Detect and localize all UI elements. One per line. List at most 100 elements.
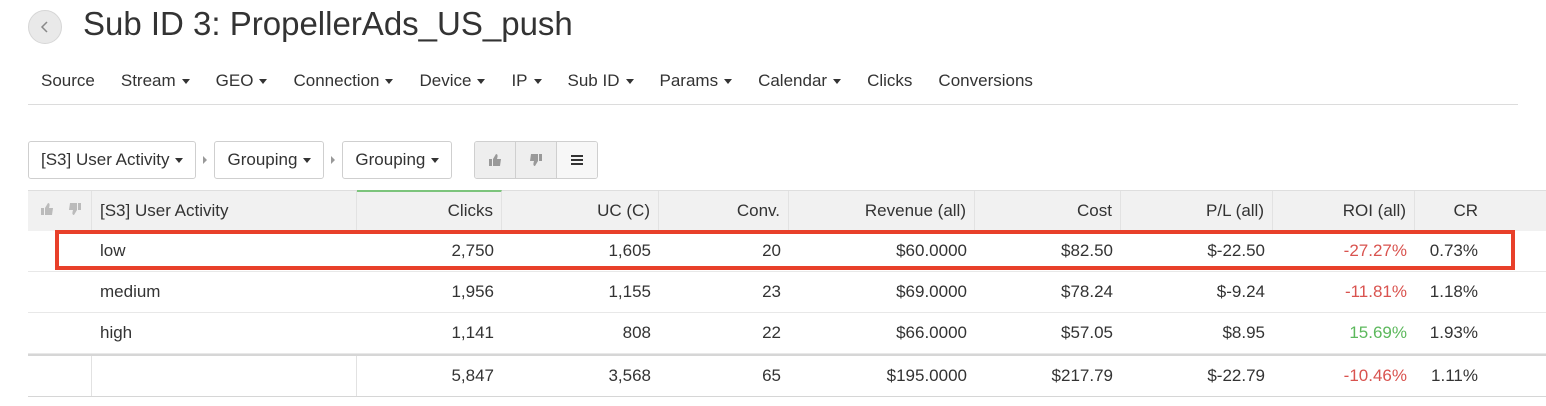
totals-row[interactable]: 5,847 3,568 65 $195.0000 $217.79 $-22.79 -10.4… [28,354,1546,397]
grouping-dropdown-label: Grouping [227,150,298,169]
cell-clicks: 1,141 [451,323,494,342]
header-uc[interactable]: UC (C) [502,191,659,231]
header-clicks[interactable]: Clicks [357,190,502,230]
nav-item-label: Device [419,71,472,90]
caret-down-icon [533,78,542,84]
cell-conv: 65 [762,366,781,385]
cell-name: high [100,323,133,342]
cell-name [92,356,357,396]
cell-cost: $78.24 [1061,282,1113,301]
nav-item-conversions[interactable]: Conversions [925,71,1046,91]
header-revenue[interactable]: Revenue (all) [789,191,975,231]
nav-item-source[interactable]: Source [28,71,108,91]
nav-item-label: Conversions [938,71,1033,90]
chevron-right-icon [203,156,208,164]
header-cr[interactable]: CR [1453,201,1478,220]
stats-table: [S3] User Activity Clicks UC (C) Conv. R… [28,190,1546,397]
header-name[interactable]: [S3] User Activity [92,191,357,231]
list-view-button[interactable] [557,142,598,178]
cell-roi: -11.81% [1344,282,1407,301]
grouping-dropdown-2[interactable]: Grouping [342,141,453,179]
caret-down-icon [181,78,190,84]
nav-item-label: Stream [120,71,176,90]
table-row[interactable]: high 1,141 808 22 $66.0000 $57.05 $8.95 15.69% 1… [28,313,1546,354]
nav-item-label: Connection [293,71,380,90]
cell-cr: 1.93% [1429,323,1478,342]
cell-clicks: 1,956 [451,282,494,301]
cell-revenue: $195.0000 [886,366,967,385]
header-conv[interactable]: Conv. [659,191,789,231]
cell-roi: -10.46% [1343,366,1407,385]
grouping-dropdown-1[interactable]: Grouping [214,141,325,179]
nav-item-ip[interactable]: IP [498,71,554,91]
nav-item-calendar[interactable]: Calendar [745,71,854,91]
cell-cr: 0.73% [1429,241,1478,260]
caret-down-icon [385,78,394,84]
nav-item-sub-id[interactable]: Sub ID [555,71,647,91]
thumbs-up-icon[interactable] [40,201,54,221]
cell-pl: $8.95 [1222,323,1265,342]
cell-cr: 1.18% [1429,282,1478,301]
caret-down-icon [303,157,312,163]
header-cost[interactable]: Cost [975,191,1121,231]
cell-name: low [100,241,126,260]
cell-uc: 3,568 [608,366,651,385]
nav-item-connection[interactable]: Connection [280,71,406,91]
cell-revenue: $66.0000 [896,323,967,342]
chevron-right-icon [331,156,336,164]
cell-name: medium [100,282,161,301]
back-button[interactable] [28,10,62,44]
cell-revenue: $69.0000 [896,282,967,301]
caret-down-icon [259,78,268,84]
caret-down-icon [477,78,486,84]
thumbs-up-button[interactable] [475,142,517,178]
nav-item-label: Clicks [867,71,913,90]
nav-item-label: GEO [215,71,254,90]
cell-cost: $82.50 [1061,241,1113,260]
grouping-dropdown-label: Grouping [355,150,426,169]
cell-pl: $-9.24 [1216,282,1265,301]
header-pl[interactable]: P/L (all) [1121,191,1273,231]
cell-conv: 20 [762,241,781,260]
page-title: Sub ID 3: PropellerAds_US_push [83,5,573,42]
filter-bar: [S3] User Activity Grouping Grouping [28,140,599,180]
cell-pl: $-22.79 [1207,366,1265,385]
nav-item-stream[interactable]: Stream [108,71,203,91]
cell-uc: 1,605 [608,241,651,260]
thumbs-up-icon [489,154,502,166]
activity-dropdown[interactable]: [S3] User Activity [28,141,197,179]
cell-uc: 1,155 [608,282,651,301]
list-icon [571,155,584,165]
header-roi[interactable]: ROI (all) [1273,191,1415,231]
activity-dropdown-label: [S3] User Activity [41,150,170,169]
cell-roi: -27.27% [1343,241,1407,260]
nav-item-label: Params [659,71,719,90]
nav-item-params[interactable]: Params [647,71,746,91]
nav-item-geo[interactable]: GEO [203,71,281,91]
nav-item-label: Source [41,71,95,90]
cell-conv: 23 [762,282,781,301]
cell-clicks: 2,750 [451,241,494,260]
nav-item-clicks[interactable]: Clicks [854,71,925,91]
table-row[interactable]: medium 1,956 1,155 23 $69.0000 $78.24 $-9.24 -1… [28,272,1546,313]
caret-down-icon [175,157,184,163]
nav-item-device[interactable]: Device [406,71,498,91]
row-spacer [28,356,92,396]
table-row[interactable]: low 2,750 1,605 20 $60.0000 $82.50 $-22.50 -27.… [28,231,1546,272]
nav-item-label: Sub ID [567,71,620,90]
table-body: low 2,750 1,605 20 $60.0000 $82.50 $-22.50 -27.… [28,231,1546,397]
nav-item-label: IP [511,71,528,90]
caret-down-icon [625,78,634,84]
caret-down-icon [833,78,842,84]
cell-roi: 15.69% [1349,323,1407,342]
report-nav: Source Stream GEO Connection Device IP Sub ID P… [28,58,1518,105]
chevron-left-icon [40,21,48,33]
cell-pl: $-22.50 [1207,241,1265,260]
caret-down-icon [724,78,733,84]
table-header-row: [S3] User Activity Clicks UC (C) Conv. R… [28,190,1546,231]
cell-uc: 808 [622,323,651,342]
cell-revenue: $60.0000 [896,241,967,260]
thumbs-down-button[interactable] [516,142,558,178]
thumbs-down-icon[interactable] [68,201,82,221]
nav-item-label: Calendar [758,71,828,90]
